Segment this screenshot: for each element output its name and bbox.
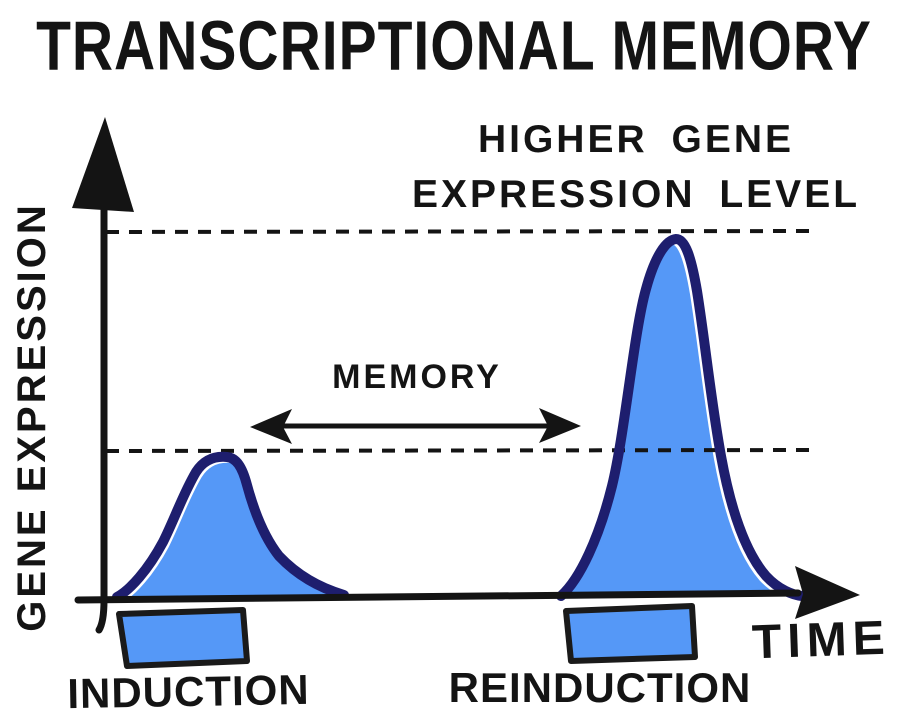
memory-arrow	[250, 408, 581, 444]
x-axis-label: TIME	[751, 611, 892, 670]
memory-arrow-right-head	[539, 408, 581, 443]
induction-peak-fill	[117, 456, 346, 598]
y-axis-arrowhead	[72, 117, 134, 212]
annotation-higher-level: HIGHER GENE EXPRESSION LEVEL	[396, 112, 876, 223]
induction-label: INDUCTION	[66, 665, 311, 718]
y-axis-label: GENE EXPRESSION	[10, 202, 54, 632]
memory-label: MEMORY	[332, 358, 502, 396]
x-axis-arrowhead	[795, 566, 860, 619]
y-axis-line	[95, 190, 108, 634]
figure-title: TRANSCRIPTIONAL MEMORY	[36, 7, 872, 86]
reinduction-peak-outline	[556, 234, 807, 601]
reinduction-label: REINDUCTION	[448, 664, 752, 711]
upper-reference-dashed-line	[105, 229, 814, 234]
memory-arrow-left-head	[250, 409, 292, 444]
annotation-higher-level-line2: EXPRESSION LEVEL	[411, 173, 861, 217]
reinduction-period-box	[563, 603, 698, 664]
lower-reference-dashed-line	[105, 448, 814, 453]
induction-peak-outline	[112, 451, 349, 602]
induction-period-box	[116, 607, 250, 669]
annotation-higher-level-line1: HIGHER GENE	[477, 118, 795, 161]
x-axis-line	[74, 589, 802, 604]
reinduction-peak-fill	[561, 239, 802, 596]
